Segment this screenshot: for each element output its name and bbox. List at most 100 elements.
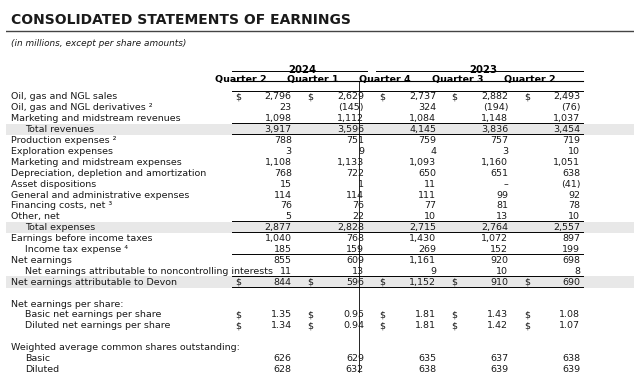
Text: 1,098: 1,098 [265, 114, 292, 123]
Text: Income tax expense ⁴: Income tax expense ⁴ [25, 245, 128, 254]
Text: 3,917: 3,917 [265, 125, 292, 134]
Text: 1,430: 1,430 [409, 234, 436, 243]
Text: 637: 637 [490, 354, 508, 363]
Text: 910: 910 [490, 278, 508, 287]
Text: Quarter 4: Quarter 4 [359, 75, 411, 84]
Text: (145): (145) [339, 103, 364, 112]
Text: 626: 626 [274, 354, 292, 363]
Text: Oil, gas and NGL derivatives ²: Oil, gas and NGL derivatives ² [12, 103, 153, 112]
Text: Total expenses: Total expenses [25, 223, 95, 232]
Text: 596: 596 [346, 278, 364, 287]
Text: 1.43: 1.43 [487, 310, 508, 319]
Text: 768: 768 [274, 169, 292, 178]
Text: 1.81: 1.81 [415, 321, 436, 330]
Text: 324: 324 [418, 103, 436, 112]
Text: –: – [504, 179, 508, 188]
Text: 638: 638 [418, 365, 436, 374]
Text: Net earnings per share:: Net earnings per share: [12, 299, 124, 308]
Text: Quarter 3: Quarter 3 [431, 75, 483, 84]
Text: Net earnings attributable to noncontrolling interests: Net earnings attributable to noncontroll… [25, 267, 273, 276]
Text: Quarter 2: Quarter 2 [215, 75, 267, 84]
Text: (76): (76) [561, 103, 580, 112]
Text: Marketing and midstream expenses: Marketing and midstream expenses [12, 158, 182, 167]
Text: $: $ [307, 92, 314, 101]
Text: 751: 751 [346, 136, 364, 145]
Text: 759: 759 [418, 136, 436, 145]
Text: Net earnings: Net earnings [12, 256, 72, 265]
Text: 99: 99 [496, 190, 508, 199]
Text: 10: 10 [568, 212, 580, 221]
Text: 1,112: 1,112 [337, 114, 364, 123]
Text: 639: 639 [562, 365, 580, 374]
Text: 1,160: 1,160 [481, 158, 508, 167]
Text: 3: 3 [502, 147, 508, 156]
Text: $: $ [524, 321, 530, 330]
Text: 2,715: 2,715 [409, 223, 436, 232]
Text: 2,629: 2,629 [337, 92, 364, 101]
Text: 632: 632 [346, 365, 364, 374]
Text: Basic net earnings per share: Basic net earnings per share [25, 310, 161, 319]
Text: 114: 114 [274, 190, 292, 199]
Text: Depreciation, depletion and amortization: Depreciation, depletion and amortization [12, 169, 207, 178]
Text: $: $ [452, 92, 458, 101]
Text: 23: 23 [280, 103, 292, 112]
Text: 1.81: 1.81 [415, 310, 436, 319]
Text: (in millions, except per share amounts): (in millions, except per share amounts) [12, 39, 187, 48]
Text: $: $ [236, 92, 241, 101]
Text: 11: 11 [424, 179, 436, 188]
Text: 0.94: 0.94 [343, 321, 364, 330]
Text: 2,737: 2,737 [409, 92, 436, 101]
Text: 897: 897 [563, 234, 580, 243]
Text: $: $ [524, 92, 530, 101]
Text: 111: 111 [418, 190, 436, 199]
Text: 1,108: 1,108 [265, 158, 292, 167]
Text: $: $ [452, 321, 458, 330]
Text: $: $ [380, 321, 385, 330]
Text: 199: 199 [563, 245, 580, 254]
Text: 77: 77 [424, 201, 436, 210]
Text: 3,454: 3,454 [553, 125, 580, 134]
Text: Exploration expenses: Exploration expenses [12, 147, 113, 156]
Text: 9: 9 [358, 147, 364, 156]
Text: (41): (41) [561, 179, 580, 188]
Text: $: $ [307, 278, 314, 287]
Text: 1,051: 1,051 [554, 158, 580, 167]
Text: 2024: 2024 [289, 65, 317, 75]
Text: 1.07: 1.07 [559, 321, 580, 330]
Text: CONSOLIDATED STATEMENTS OF EARNINGS: CONSOLIDATED STATEMENTS OF EARNINGS [12, 13, 351, 27]
Text: $: $ [452, 278, 458, 287]
Text: $: $ [380, 310, 385, 319]
Text: $: $ [380, 92, 385, 101]
Text: 1.34: 1.34 [271, 321, 292, 330]
Text: 1,037: 1,037 [553, 114, 580, 123]
Text: 1.35: 1.35 [271, 310, 292, 319]
Text: $: $ [452, 310, 458, 319]
Text: 92: 92 [568, 190, 580, 199]
Bar [6, 124, 634, 135]
Text: 152: 152 [490, 245, 508, 254]
Text: 3,836: 3,836 [481, 125, 508, 134]
Text: $: $ [307, 310, 314, 319]
Text: 1: 1 [358, 179, 364, 188]
Text: 10: 10 [568, 147, 580, 156]
Text: Marketing and midstream revenues: Marketing and midstream revenues [12, 114, 181, 123]
Text: 10: 10 [424, 212, 436, 221]
Text: 1.42: 1.42 [487, 321, 508, 330]
Text: Earnings before income taxes: Earnings before income taxes [12, 234, 153, 243]
Text: 1,148: 1,148 [481, 114, 508, 123]
Text: 609: 609 [346, 256, 364, 265]
Text: 855: 855 [274, 256, 292, 265]
Text: 11: 11 [280, 267, 292, 276]
Text: $: $ [236, 321, 241, 330]
Text: 722: 722 [346, 169, 364, 178]
Text: 3,596: 3,596 [337, 125, 364, 134]
Bar [6, 222, 634, 233]
Text: 269: 269 [418, 245, 436, 254]
Text: 0.95: 0.95 [343, 310, 364, 319]
Text: 114: 114 [346, 190, 364, 199]
Text: 651: 651 [490, 169, 508, 178]
Text: $: $ [307, 321, 314, 330]
Text: Other, net: Other, net [12, 212, 60, 221]
Text: Basic: Basic [25, 354, 51, 363]
Text: Financing costs, net ³: Financing costs, net ³ [12, 201, 113, 210]
